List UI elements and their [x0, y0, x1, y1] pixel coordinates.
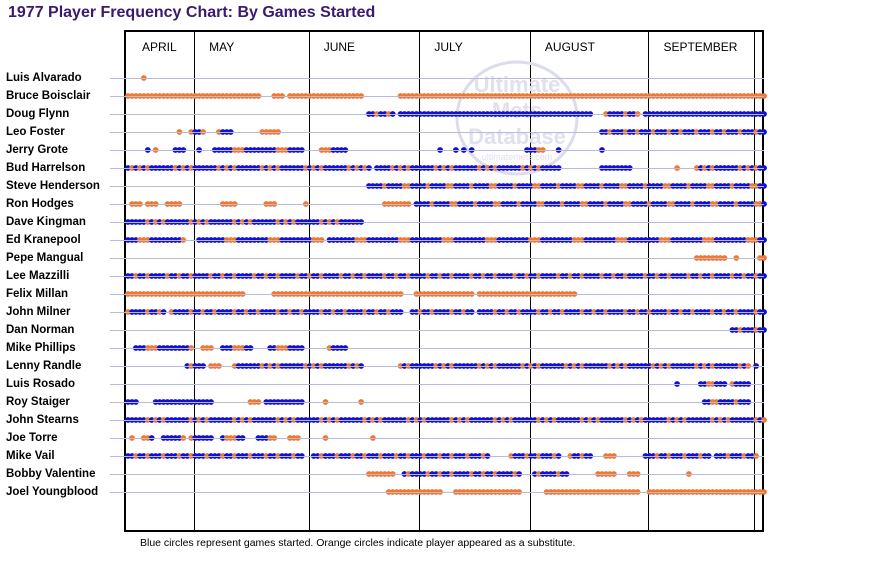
player-name: Bobby Valentine: [6, 468, 96, 480]
month-label: SEPTEMBER: [663, 40, 738, 54]
month-label: JUNE: [323, 40, 356, 54]
player-name: Mike Phillips: [6, 342, 76, 354]
player-name: Lenny Randle: [6, 360, 82, 372]
player-name: Joe Torre: [6, 432, 58, 444]
player-name: John Milner: [6, 306, 71, 318]
chart-footnote: Blue circles represent games started. Or…: [140, 537, 576, 549]
row-gridline: [110, 204, 764, 205]
player-name: Roy Staiger: [6, 396, 70, 408]
player-name: Bruce Boisclair: [6, 90, 91, 102]
player-name: Dave Kingman: [6, 216, 86, 228]
row-gridline: [110, 114, 764, 115]
player-name: Ron Hodges: [6, 198, 74, 210]
month-label: JULY: [434, 40, 463, 54]
month-divider: [308, 32, 310, 530]
player-name: Ed Kranepool: [6, 234, 81, 246]
month-label: MAY: [209, 40, 235, 54]
chart-title: 1977 Player Frequency Chart: By Games St…: [8, 4, 376, 21]
row-gridline: [110, 348, 764, 349]
row-gridline: [110, 78, 764, 79]
row-gridline: [110, 168, 764, 169]
row-gridline: [110, 420, 764, 421]
game-started-dot: [761, 273, 767, 279]
row-gridline: [110, 186, 764, 187]
row-gridline: [110, 312, 764, 313]
game-started-dot: [761, 111, 767, 117]
substitute-dot: [761, 93, 767, 99]
row-gridline: [110, 402, 764, 403]
player-name: Luis Rosado: [6, 378, 76, 390]
game-started-dot: [761, 309, 767, 315]
game-started-dot: [761, 327, 767, 333]
player-name: Bud Harrelson: [6, 162, 86, 174]
game-started-dot: [761, 129, 767, 135]
row-gridline: [110, 222, 764, 223]
player-name: Felix Millan: [6, 288, 68, 300]
player-name: Lee Mazzilli: [6, 270, 70, 282]
month-divider: [419, 32, 421, 530]
month-label: APRIL: [142, 40, 177, 54]
row-gridline: [110, 150, 764, 151]
row-gridline: [110, 240, 764, 241]
row-gridline: [110, 438, 764, 439]
month-divider: [194, 32, 196, 530]
player-name: Pepe Mangual: [6, 252, 84, 264]
player-name: John Stearns: [6, 414, 79, 426]
month-label: AUGUST: [544, 40, 595, 54]
player-name: Leo Foster: [6, 126, 65, 138]
row-gridline: [110, 366, 764, 367]
month-divider: [648, 32, 650, 530]
player-name: Mike Vail: [6, 450, 55, 462]
row-gridline: [110, 384, 764, 385]
row-gridline: [110, 330, 764, 331]
player-name: Dan Norman: [6, 324, 75, 336]
player-name: Joel Youngblood: [6, 486, 99, 498]
row-gridline: [110, 132, 764, 133]
row-gridline: [110, 276, 764, 277]
row-gridline: [110, 294, 764, 295]
player-name: Luis Alvarado: [6, 72, 82, 84]
game-started-dot: [761, 165, 767, 171]
player-name: Jerry Grote: [6, 144, 69, 156]
month-divider: [529, 32, 531, 530]
substitute-dot: [761, 489, 767, 495]
game-started-dot: [761, 237, 767, 243]
row-gridline: [110, 492, 764, 493]
season-end-line: [754, 32, 755, 530]
substitute-dot: [761, 417, 767, 423]
game-started-dot: [761, 201, 767, 207]
game-started-dot: [761, 183, 767, 189]
row-gridline: [110, 96, 764, 97]
player-name: Doug Flynn: [6, 108, 70, 120]
row-gridline: [110, 258, 764, 259]
row-gridline: [110, 456, 764, 457]
player-name: Steve Henderson: [6, 180, 100, 192]
substitute-dot: [761, 255, 767, 261]
row-gridline: [110, 474, 764, 475]
